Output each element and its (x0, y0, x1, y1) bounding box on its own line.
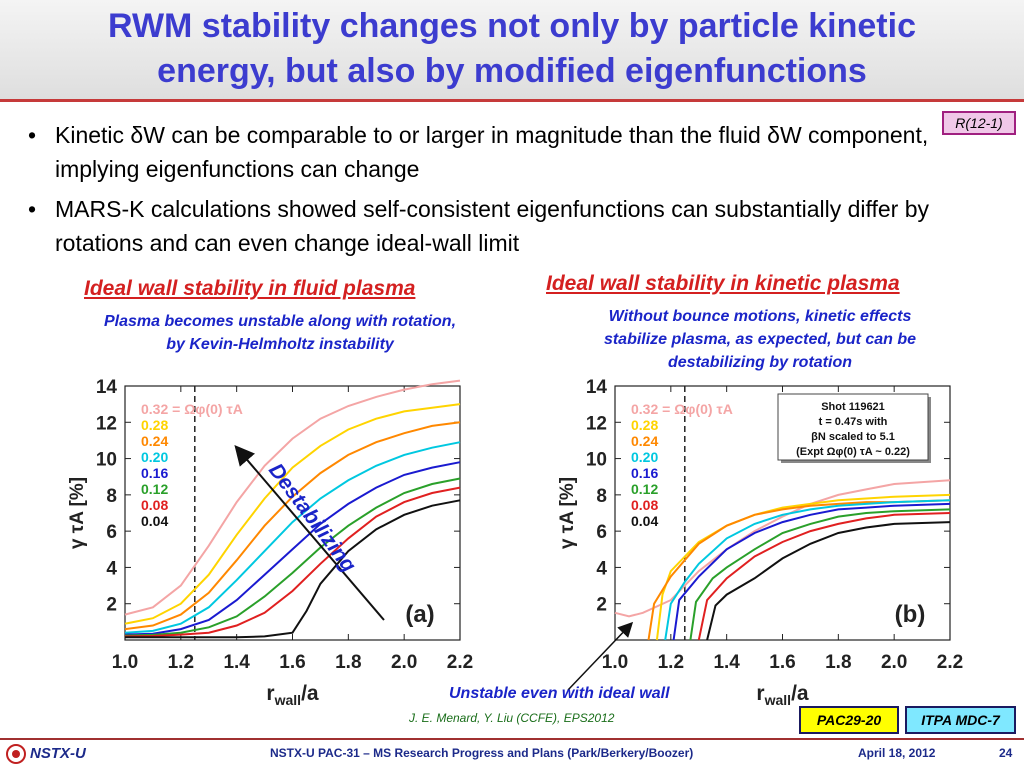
legend-entry: 0.04 (631, 513, 658, 529)
series-line-0.08 (697, 512, 951, 641)
nstx-logo-icon (6, 744, 26, 764)
x-tick-label: 2.2 (447, 652, 473, 673)
series-line-0.12 (689, 508, 951, 641)
y-tick-label: 6 (596, 522, 607, 543)
shot-info-box (777, 393, 929, 461)
x-tick-label: 1.4 (713, 652, 740, 673)
legend-entry: 0.04 (141, 513, 168, 529)
right-subtitle-line: stabilize plasma, as expected, but can b… (603, 331, 917, 348)
x-tick-label: 1.8 (335, 652, 361, 673)
y-tick-label: 4 (106, 558, 117, 579)
series-line-0.20 (664, 499, 951, 641)
y-tick-label: 10 (96, 450, 117, 471)
bullet-item: MARS-K calculations showed self-consiste… (26, 192, 936, 260)
x-tick-label: 2.0 (391, 652, 417, 673)
x-tick-label: 1.0 (602, 652, 628, 673)
right-subtitle-line: destabilizing by rotation (667, 354, 852, 371)
y-tick-label: 4 (596, 558, 607, 579)
x-tick-label: 2.2 (937, 652, 963, 673)
left-panel-subtitle: Plasma becomes unstable along with rotat… (40, 310, 520, 356)
series-line-0.24 (647, 499, 951, 641)
slide-title-line1: RWM stability changes not only by partic… (108, 7, 916, 45)
legend-entry: 0.08 (141, 497, 168, 513)
bullet-list: Kinetic δW can be comparable to or large… (26, 118, 936, 266)
legend-entry: 0.16 (631, 465, 658, 481)
legend-entry: 0.28 (631, 417, 658, 433)
itpa-tag: ITPA MDC-7 (905, 706, 1016, 734)
y-tick-label: 14 (96, 378, 118, 398)
legend-entry: 0.28 (141, 417, 168, 433)
y-tick-label: 10 (586, 450, 607, 471)
left-subtitle-line: by Kevin-Helmholtz instability (166, 336, 394, 353)
pac-tag: PAC29-20 (799, 706, 899, 734)
x-tick-label: 1.2 (168, 652, 194, 673)
y-tick-label: 14 (586, 378, 608, 398)
shot-info-line: (Expt Ωφ(0) τA ~ 0.22) (796, 446, 910, 458)
slide-title: RWM stability changes not only by partic… (0, 4, 1024, 94)
series-line-0.04 (706, 521, 951, 641)
title-divider (0, 99, 1024, 102)
title-band (0, 0, 1024, 100)
panel-label: (a) (405, 601, 434, 628)
right-panel-subtitle: Without bounce motions, kinetic effects … (530, 305, 990, 374)
shot-info-line: Shot 119621 (821, 401, 885, 413)
bullet-item: Kinetic δW can be comparable to or large… (26, 118, 936, 186)
slide-title-line2: energy, but also by modified eigenfuncti… (157, 52, 867, 90)
footer-page-number: 24 (999, 746, 1013, 760)
y-tick-label: 8 (596, 486, 607, 507)
left-subtitle-line: Plasma becomes unstable along with rotat… (103, 313, 457, 330)
chart-panel-a: 2 4 6 8 10 12 14 1.0 1.2 1.4 1.6 1.8 2.0 2.2 rwall/a γ … (67, 378, 473, 708)
y-tick-label: 2 (596, 595, 607, 616)
series-line-0.32 (124, 379, 461, 616)
legend-header: 0.32 = Ωφ(0) τA (141, 401, 243, 417)
citation: J. E. Menard, Y. Liu (CCFE), EPS2012 (409, 711, 615, 725)
right-subtitle-line: Without bounce motions, kinetic effects (608, 308, 912, 325)
x-tick-label: 1.4 (223, 652, 250, 673)
legend-entry: 0.16 (141, 465, 168, 481)
y-axis-label: γ τA [%] (67, 477, 88, 549)
legend-entry: 0.12 (631, 481, 658, 497)
legend-entry: 0.24 (141, 433, 168, 449)
unstable-caption: Unstable even with ideal wall (449, 685, 670, 702)
series-line-0.32 (614, 479, 951, 618)
legend-entry: 0.08 (631, 497, 658, 513)
y-tick-label: 2 (106, 595, 117, 616)
footer-center: NSTX-U PAC-31 – MS Research Progress and… (270, 746, 694, 760)
chart-panel-b: 2 4 6 8 10 12 14 1.0 1.2 1.4 1.6 1.8 2.0 2.2 rwall/a γ … (557, 378, 963, 708)
x-tick-label: 1.8 (825, 652, 851, 673)
x-tick-label: 1.0 (112, 652, 138, 673)
footer-logo-text: NSTX-U (30, 745, 86, 762)
y-axis-label: γ τA [%] (557, 477, 578, 549)
reference-badge: R(12-1) (942, 111, 1016, 135)
shot-info-line: t = 0.47s with (819, 416, 888, 428)
legend-entry: 0.20 (631, 449, 658, 465)
footer-date: April 18, 2012 (858, 746, 936, 760)
x-axis-label: rwall/a (756, 682, 808, 708)
legend-entry: 0.12 (141, 481, 168, 497)
x-tick-label: 1.6 (769, 652, 795, 673)
right-panel-heading: Ideal wall stability in kinetic plasma (546, 272, 900, 295)
y-tick-label: 12 (586, 413, 607, 434)
legend-entry: 0.24 (631, 433, 658, 449)
series-line-0.16 (672, 502, 951, 641)
x-tick-label: 1.2 (658, 652, 684, 673)
y-tick-label: 8 (106, 486, 117, 507)
footer-divider (0, 738, 1024, 740)
y-tick-label: 12 (96, 413, 117, 434)
legend-header: 0.32 = Ωφ(0) τA (631, 401, 733, 417)
y-tick-label: 6 (106, 522, 117, 543)
legend-entry: 0.20 (141, 449, 168, 465)
shot-info-line: βN scaled to 5.1 (811, 431, 895, 443)
panel-label: (b) (895, 601, 926, 628)
x-tick-label: 1.6 (279, 652, 305, 673)
left-panel-heading: Ideal wall stability in fluid plasma (84, 277, 416, 300)
x-tick-label: 2.0 (881, 652, 907, 673)
x-axis-label: rwall/a (266, 682, 318, 708)
